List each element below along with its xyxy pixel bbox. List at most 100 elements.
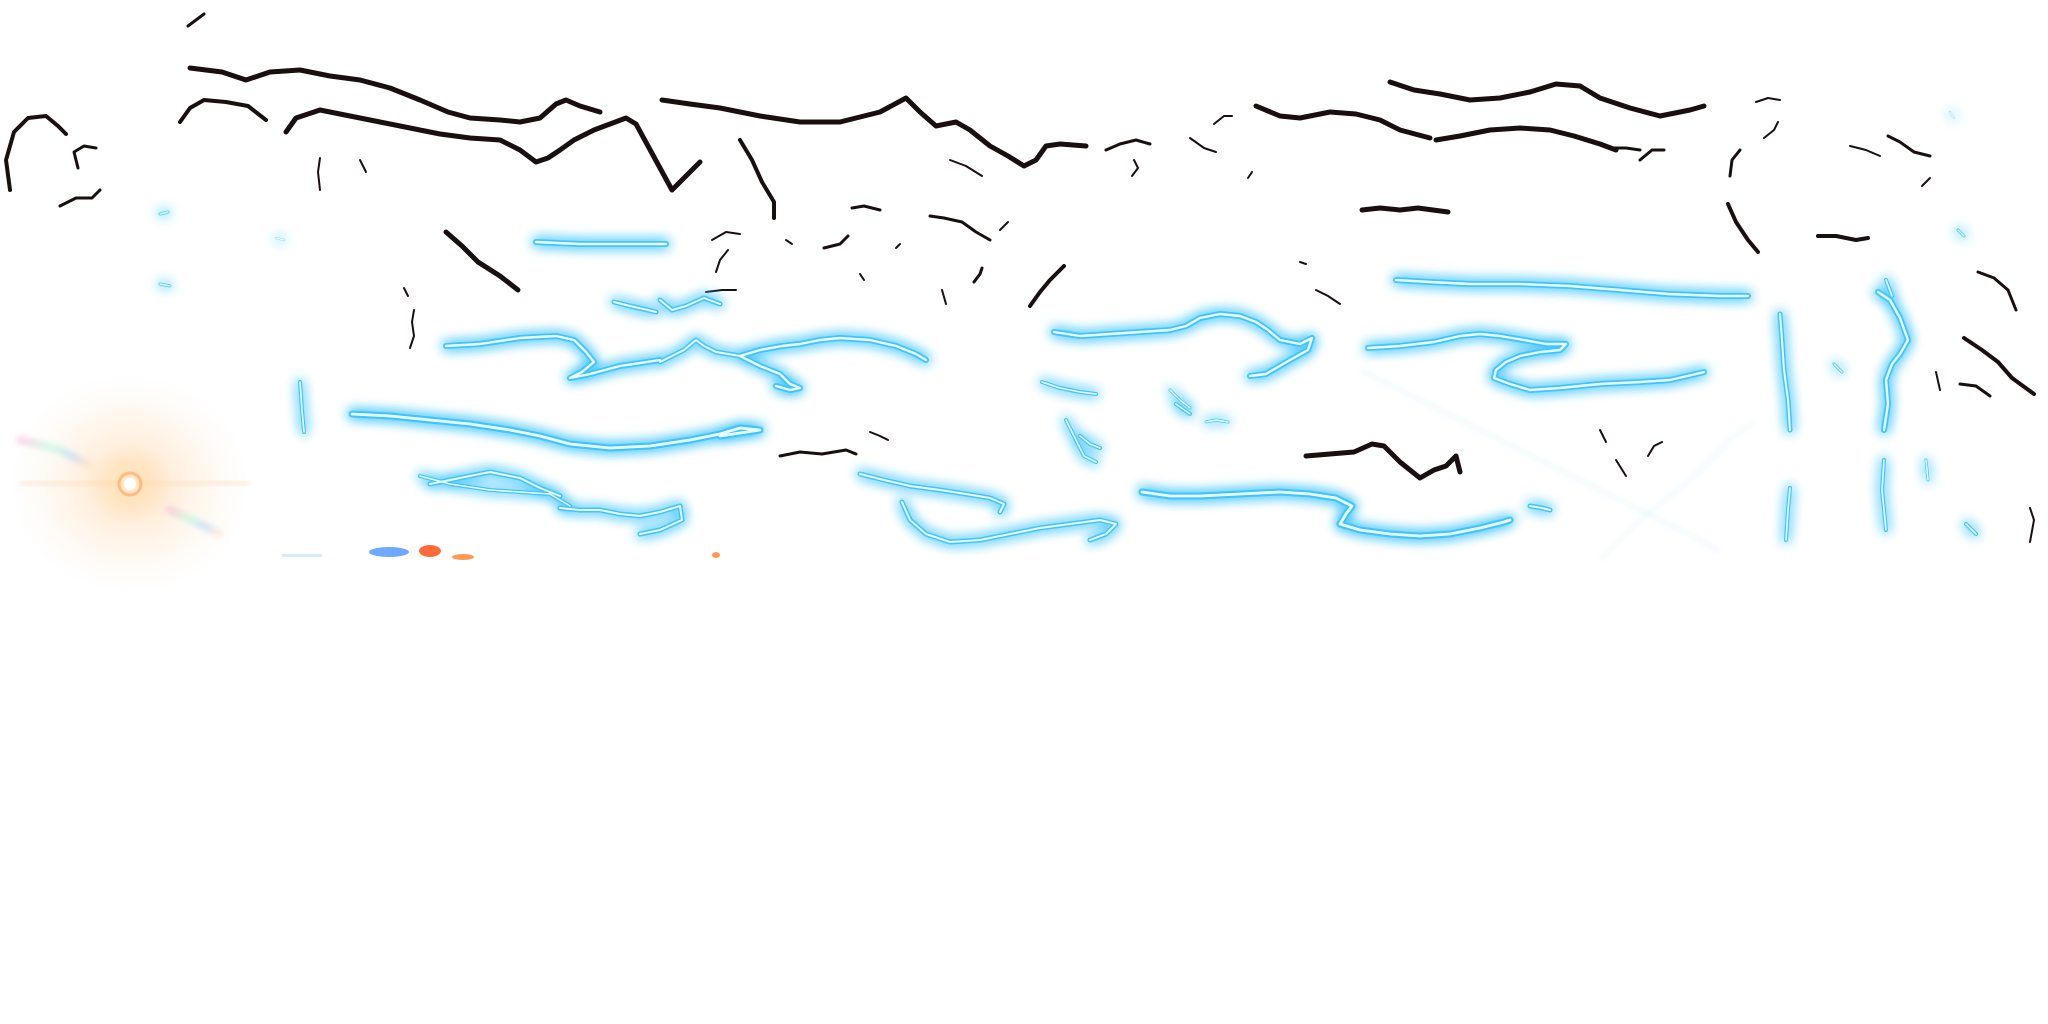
- crack-stroke: [1104, 138, 1152, 152]
- lightning-streaks: [158, 111, 1978, 545]
- crack-stroke: [1647, 441, 1663, 457]
- lightning-streak-core: [1833, 363, 1843, 373]
- lightning-streak-core: [1965, 523, 1977, 535]
- crack-stroke: [1962, 336, 2036, 396]
- lightning-streak-core: [1949, 111, 1955, 119]
- crack-stroke: [409, 309, 415, 349]
- lightning-streak-core: [738, 336, 928, 362]
- crack-stroke: [1849, 145, 1881, 157]
- lightning-streak-core: [859, 473, 1005, 513]
- crack-stroke: [941, 289, 947, 305]
- crack-stroke: [72, 144, 98, 170]
- lightning-streak-core: [1169, 389, 1191, 409]
- lightning-streak-core: [659, 297, 721, 311]
- crack-stroke: [1886, 134, 1932, 158]
- crack-stroke: [822, 234, 850, 250]
- lightning-streak-core: [1394, 278, 1750, 298]
- flare-core: [124, 478, 136, 490]
- crack-stroke: [705, 289, 737, 293]
- lightning-streak-core: [1052, 312, 1314, 378]
- lightning-streak-core: [1175, 403, 1191, 415]
- dot-blue: [369, 547, 409, 557]
- lightning-streak-core: [1041, 381, 1097, 395]
- crack-stroke: [869, 431, 889, 441]
- dot-orange-red: [419, 545, 441, 557]
- crack-stroke: [1189, 137, 1217, 153]
- crack-stroke: [928, 214, 992, 242]
- lightning-streak-core: [1140, 490, 1512, 538]
- crack-stroke: [785, 239, 793, 245]
- dot-orange-small: [712, 552, 720, 558]
- crack-stroke: [403, 287, 409, 297]
- color-dots: [282, 545, 720, 560]
- lightning-streak-core: [1876, 290, 1910, 432]
- crack-stroke: [1763, 121, 1779, 139]
- crack-stroke: [1247, 171, 1253, 179]
- crack-stroke: [359, 159, 367, 173]
- crack-stroke: [186, 12, 206, 28]
- crack-stroke: [738, 138, 776, 220]
- crack-stroke: [1638, 148, 1666, 162]
- flare-core-ring: [117, 471, 143, 497]
- lens-flare: [10, 374, 250, 594]
- crack-stroke: [850, 204, 882, 212]
- crack-stroke: [715, 249, 729, 273]
- crack-stroke: [1253, 103, 1433, 141]
- crack-stroke: [1976, 270, 2018, 312]
- lightning-streak-core: [275, 237, 285, 241]
- lightning-streak-core: [1205, 419, 1229, 423]
- lightning-streak-cores: [159, 111, 1977, 543]
- lightning-streak-core: [659, 339, 741, 363]
- crack-stroke: [1816, 234, 1870, 242]
- crack-strokes: [4, 12, 2036, 543]
- lightning-streak-core: [419, 475, 571, 507]
- lightning-streak: [1138, 488, 1514, 540]
- crack-stroke: [778, 448, 858, 458]
- lightning-streak-core: [159, 211, 169, 215]
- lightning-streak-core: [444, 334, 662, 380]
- lightning-streak-core: [1079, 435, 1101, 449]
- crack-stroke: [949, 159, 983, 177]
- crack-stroke: [1728, 148, 1742, 178]
- lightning-streak: [1064, 418, 1098, 464]
- faint-light-lines: [1359, 369, 1757, 561]
- flare-rainbow-trail: [166, 506, 224, 538]
- lightning-streak-core: [901, 501, 1117, 543]
- lightning-streak-core: [429, 471, 561, 497]
- crack-stroke: [1387, 79, 1707, 119]
- dot-orange: [452, 554, 474, 560]
- crack-stroke: [4, 114, 68, 192]
- crack-stroke: [1433, 125, 1619, 153]
- lightning-streak-core: [559, 505, 683, 535]
- crack-stroke: [1213, 115, 1233, 125]
- crack-stroke: [1610, 146, 1642, 152]
- crack-stroke: [1935, 371, 1941, 391]
- faint-blue-bar: [282, 554, 322, 557]
- crack-stroke: [1359, 205, 1451, 215]
- lightning-streak-core: [738, 354, 802, 392]
- crack-stroke: [187, 65, 603, 125]
- lightning-streak-core: [1366, 332, 1706, 392]
- lightning-streak-core: [1881, 459, 1887, 531]
- crack-stroke: [1599, 429, 1607, 443]
- crack-stroke: [1028, 264, 1066, 308]
- crack-stroke: [1131, 159, 1139, 177]
- lightning-streak-core: [159, 283, 171, 287]
- crack-stroke: [659, 95, 1089, 169]
- lightning-streak-core: [1785, 487, 1791, 541]
- crack-stroke: [999, 221, 1009, 231]
- crack-stroke: [1755, 97, 1781, 103]
- lightning-streak: [1051, 311, 1315, 379]
- crack-stroke: [2029, 507, 2035, 543]
- crack-stroke: [1615, 459, 1627, 477]
- crack-stroke: [711, 231, 741, 241]
- crack-stroke: [58, 188, 102, 208]
- lightning-streak-core: [299, 381, 305, 433]
- crack-stroke: [972, 266, 984, 284]
- lightning-streak-core: [613, 301, 657, 313]
- crack-stroke: [178, 98, 268, 124]
- crack-stroke: [443, 229, 521, 293]
- lightning-streak-core: [534, 240, 668, 246]
- light-line: [1599, 419, 1757, 561]
